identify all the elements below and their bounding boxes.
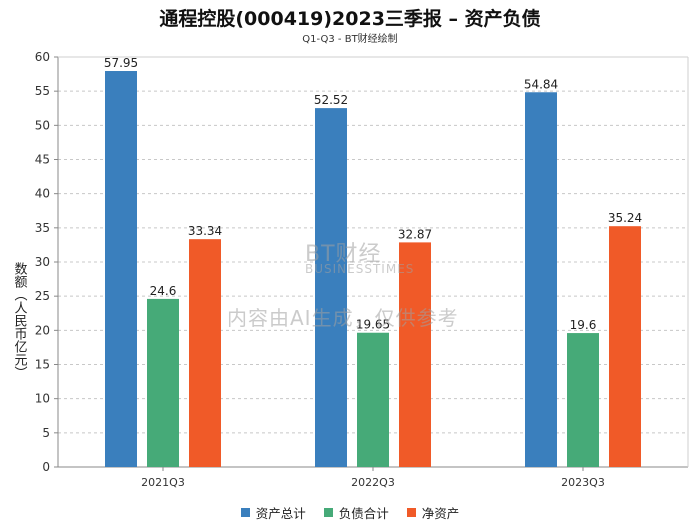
y-tick-label: 5: [42, 426, 50, 440]
y-tick-label: 10: [35, 392, 50, 406]
legend-label: 净资产: [421, 506, 460, 521]
chart-title: 通程控股(000419)2023三季报 – 资产负债: [159, 8, 541, 30]
bar-value-label: 32.87: [398, 227, 432, 241]
legend: 资产总计 负债合计 净资产: [0, 503, 700, 522]
bar-value-label: 54.84: [524, 77, 558, 91]
legend-swatch: [240, 508, 250, 517]
watermark-brand-en: BUSINESSTIMES: [305, 262, 415, 276]
y-axis-label-text: 数额（人民币亿元）: [11, 262, 27, 379]
bar: [147, 298, 179, 467]
legend-item: 净资产: [406, 503, 460, 522]
bar: [357, 332, 389, 467]
y-tick-label: 0: [42, 460, 50, 474]
bar-value-label: 57.95: [104, 56, 138, 70]
legend-swatch: [323, 508, 333, 517]
bar: [315, 108, 347, 467]
y-tick-label: 25: [35, 289, 50, 303]
x-tick-label: 2021Q3: [141, 476, 185, 489]
y-tick-label: 20: [35, 323, 50, 337]
y-tick-label: 55: [35, 84, 50, 98]
bar: [567, 333, 599, 467]
watermark-brand: BT财经: [305, 242, 382, 267]
watermark-notice: 内容由AI生成，仅供参考: [227, 306, 459, 330]
bar-value-label: 35.24: [608, 211, 642, 225]
bar: [609, 226, 641, 467]
chart-subtitle: Q1-Q3 - BT财经绘制: [302, 34, 398, 45]
y-tick-label: 45: [35, 153, 50, 167]
bar-chart: 0 5 10 15 20 25 30 35 40 45 50 55 60 57.95 24.6 33.34 20…: [35, 50, 689, 489]
y-tick-label: 60: [35, 50, 50, 64]
y-axis-label: 数额（人民币亿元）: [6, 262, 32, 383]
y-tick-label: 35: [35, 221, 50, 235]
bar: [399, 242, 431, 467]
legend-swatch: [406, 508, 416, 517]
x-tick-label: 2022Q3: [351, 476, 395, 489]
y-tick-label: 40: [35, 187, 50, 201]
bar-value-label: 24.6: [150, 284, 177, 298]
legend-item: 负债合计: [323, 503, 389, 522]
legend-item: 资产总计: [240, 503, 306, 522]
y-tick-label: 15: [35, 358, 50, 372]
y-tick-label: 50: [35, 118, 50, 132]
legend-label: 负债合计: [338, 506, 389, 521]
bar-value-label: 19.6: [570, 318, 597, 332]
y-tick-label: 30: [35, 255, 50, 269]
bar-value-label: 19.65: [356, 318, 390, 332]
bar: [525, 92, 557, 467]
bar-value-label: 52.52: [314, 93, 348, 107]
bar-value-label: 33.34: [188, 224, 222, 238]
bar: [105, 71, 137, 467]
legend-label: 资产总计: [255, 506, 306, 521]
bar: [189, 239, 221, 467]
x-tick-label: 2023Q3: [561, 476, 605, 489]
watermark: BT财经 BUSINESSTIMES 内容由AI生成，仅供参考: [227, 240, 475, 330]
